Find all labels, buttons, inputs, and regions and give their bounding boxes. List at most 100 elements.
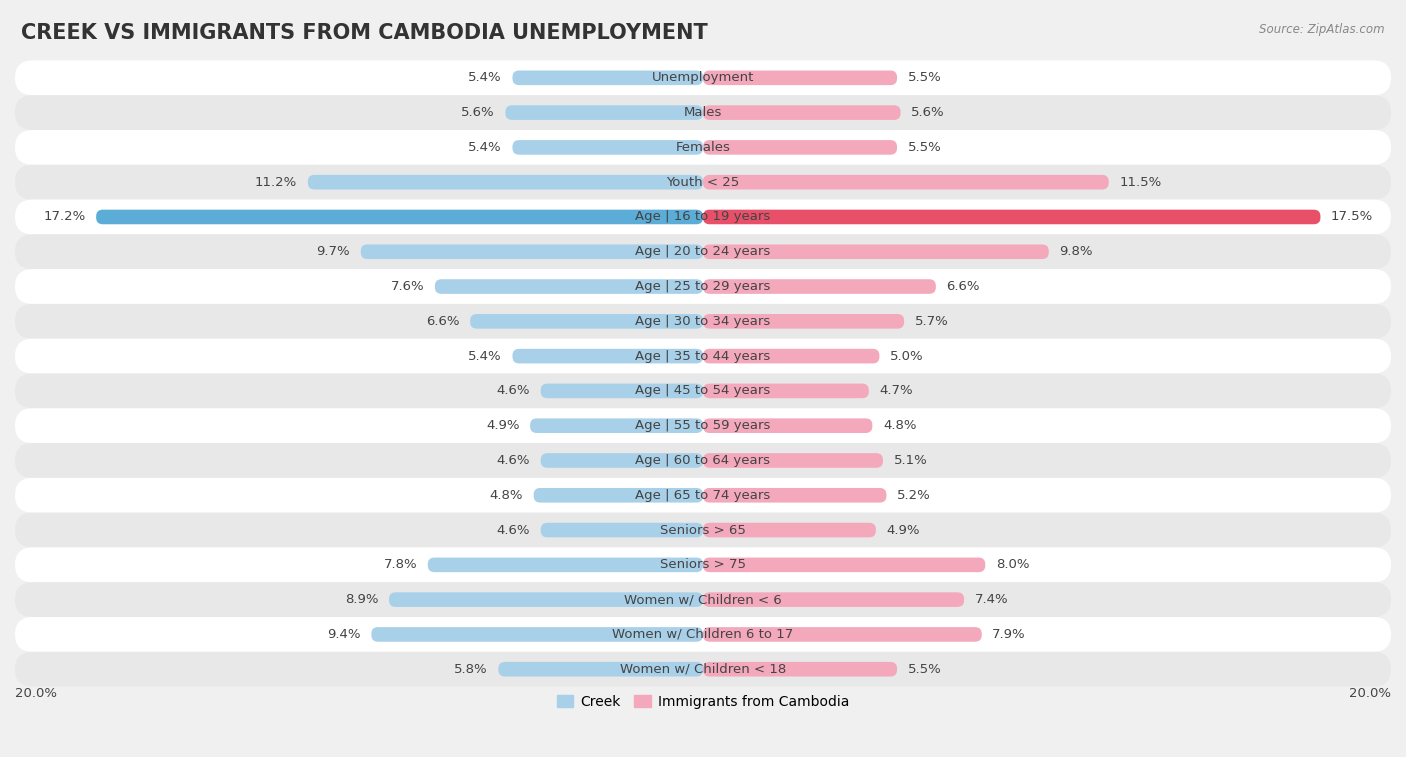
Text: 4.8%: 4.8%	[489, 489, 523, 502]
Text: 8.9%: 8.9%	[344, 593, 378, 606]
FancyBboxPatch shape	[371, 627, 703, 642]
FancyBboxPatch shape	[15, 338, 1391, 373]
Text: 5.6%: 5.6%	[461, 106, 495, 119]
FancyBboxPatch shape	[308, 175, 703, 189]
FancyBboxPatch shape	[703, 592, 965, 607]
FancyBboxPatch shape	[541, 384, 703, 398]
Text: 5.8%: 5.8%	[454, 662, 488, 676]
Text: 4.6%: 4.6%	[496, 385, 530, 397]
Text: 5.5%: 5.5%	[908, 662, 942, 676]
Text: Women w/ Children < 6: Women w/ Children < 6	[624, 593, 782, 606]
Text: Females: Females	[675, 141, 731, 154]
Text: Age | 65 to 74 years: Age | 65 to 74 years	[636, 489, 770, 502]
FancyBboxPatch shape	[15, 200, 1391, 235]
Text: 9.8%: 9.8%	[1059, 245, 1092, 258]
Text: 5.0%: 5.0%	[890, 350, 924, 363]
Text: 4.9%: 4.9%	[886, 524, 920, 537]
Text: Source: ZipAtlas.com: Source: ZipAtlas.com	[1260, 23, 1385, 36]
FancyBboxPatch shape	[15, 547, 1391, 582]
Text: Youth < 25: Youth < 25	[666, 176, 740, 188]
Text: 5.4%: 5.4%	[468, 141, 502, 154]
FancyBboxPatch shape	[703, 140, 897, 154]
Text: 7.9%: 7.9%	[993, 628, 1026, 641]
Text: 7.6%: 7.6%	[391, 280, 425, 293]
FancyBboxPatch shape	[703, 314, 904, 329]
FancyBboxPatch shape	[541, 523, 703, 537]
FancyBboxPatch shape	[512, 349, 703, 363]
FancyBboxPatch shape	[96, 210, 703, 224]
Text: 11.5%: 11.5%	[1119, 176, 1161, 188]
Text: Seniors > 65: Seniors > 65	[659, 524, 747, 537]
Text: Age | 20 to 24 years: Age | 20 to 24 years	[636, 245, 770, 258]
Text: Age | 45 to 54 years: Age | 45 to 54 years	[636, 385, 770, 397]
Text: 7.8%: 7.8%	[384, 559, 418, 572]
Text: CREEK VS IMMIGRANTS FROM CAMBODIA UNEMPLOYMENT: CREEK VS IMMIGRANTS FROM CAMBODIA UNEMPL…	[21, 23, 707, 42]
FancyBboxPatch shape	[15, 130, 1391, 165]
Text: Age | 16 to 19 years: Age | 16 to 19 years	[636, 210, 770, 223]
Text: 5.4%: 5.4%	[468, 71, 502, 84]
FancyBboxPatch shape	[15, 443, 1391, 478]
FancyBboxPatch shape	[15, 512, 1391, 547]
FancyBboxPatch shape	[361, 245, 703, 259]
Text: 11.2%: 11.2%	[254, 176, 297, 188]
Text: 6.6%: 6.6%	[946, 280, 980, 293]
Text: 7.4%: 7.4%	[974, 593, 1008, 606]
Text: Age | 25 to 29 years: Age | 25 to 29 years	[636, 280, 770, 293]
FancyBboxPatch shape	[703, 70, 897, 85]
FancyBboxPatch shape	[15, 165, 1391, 200]
Text: 4.7%: 4.7%	[879, 385, 912, 397]
FancyBboxPatch shape	[703, 453, 883, 468]
Text: 5.6%: 5.6%	[911, 106, 945, 119]
Text: 5.7%: 5.7%	[915, 315, 949, 328]
Text: Unemployment: Unemployment	[652, 71, 754, 84]
Text: 4.9%: 4.9%	[486, 419, 520, 432]
Text: 9.4%: 9.4%	[328, 628, 361, 641]
FancyBboxPatch shape	[703, 175, 1109, 189]
Text: Age | 30 to 34 years: Age | 30 to 34 years	[636, 315, 770, 328]
Text: 5.1%: 5.1%	[894, 454, 928, 467]
Text: 6.6%: 6.6%	[426, 315, 460, 328]
FancyBboxPatch shape	[15, 478, 1391, 512]
Text: 4.6%: 4.6%	[496, 524, 530, 537]
FancyBboxPatch shape	[15, 408, 1391, 443]
FancyBboxPatch shape	[703, 627, 981, 642]
FancyBboxPatch shape	[389, 592, 703, 607]
Text: 9.7%: 9.7%	[316, 245, 350, 258]
FancyBboxPatch shape	[505, 105, 703, 120]
Text: Women w/ Children 6 to 17: Women w/ Children 6 to 17	[613, 628, 793, 641]
Text: 20.0%: 20.0%	[15, 687, 58, 699]
FancyBboxPatch shape	[470, 314, 703, 329]
FancyBboxPatch shape	[15, 652, 1391, 687]
FancyBboxPatch shape	[703, 488, 886, 503]
FancyBboxPatch shape	[703, 349, 879, 363]
Text: 5.5%: 5.5%	[908, 141, 942, 154]
FancyBboxPatch shape	[15, 269, 1391, 304]
Text: Women w/ Children < 18: Women w/ Children < 18	[620, 662, 786, 676]
FancyBboxPatch shape	[703, 245, 1049, 259]
FancyBboxPatch shape	[703, 523, 876, 537]
FancyBboxPatch shape	[703, 558, 986, 572]
Text: 5.4%: 5.4%	[468, 350, 502, 363]
FancyBboxPatch shape	[703, 210, 1320, 224]
FancyBboxPatch shape	[530, 419, 703, 433]
FancyBboxPatch shape	[703, 662, 897, 677]
Text: Age | 35 to 44 years: Age | 35 to 44 years	[636, 350, 770, 363]
FancyBboxPatch shape	[498, 662, 703, 677]
FancyBboxPatch shape	[15, 235, 1391, 269]
Legend: Creek, Immigrants from Cambodia: Creek, Immigrants from Cambodia	[551, 689, 855, 714]
FancyBboxPatch shape	[15, 304, 1391, 338]
FancyBboxPatch shape	[15, 95, 1391, 130]
FancyBboxPatch shape	[534, 488, 703, 503]
Text: 8.0%: 8.0%	[995, 559, 1029, 572]
FancyBboxPatch shape	[15, 582, 1391, 617]
Text: 5.5%: 5.5%	[908, 71, 942, 84]
Text: 17.2%: 17.2%	[44, 210, 86, 223]
Text: Males: Males	[683, 106, 723, 119]
Text: 4.8%: 4.8%	[883, 419, 917, 432]
FancyBboxPatch shape	[15, 617, 1391, 652]
FancyBboxPatch shape	[15, 373, 1391, 408]
Text: Age | 60 to 64 years: Age | 60 to 64 years	[636, 454, 770, 467]
Text: Seniors > 75: Seniors > 75	[659, 559, 747, 572]
Text: 5.2%: 5.2%	[897, 489, 931, 502]
FancyBboxPatch shape	[541, 453, 703, 468]
